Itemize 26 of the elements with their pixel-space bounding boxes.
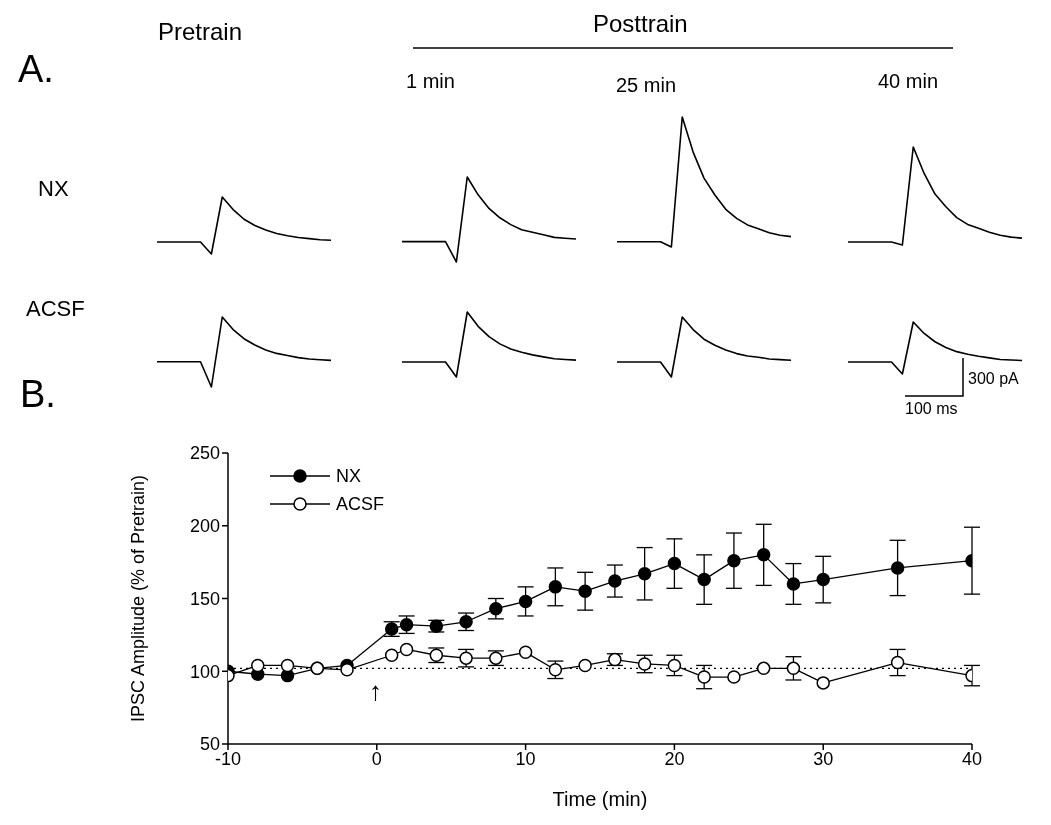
x-tick-label: 10 bbox=[515, 748, 536, 769]
text: B. bbox=[20, 373, 56, 416]
legend-label: ACSF bbox=[336, 493, 385, 515]
y-tick-label: 250 bbox=[189, 443, 220, 464]
x-tick-label: 20 bbox=[664, 748, 685, 769]
text: 1 min bbox=[406, 70, 455, 93]
text: NX bbox=[38, 176, 69, 202]
y-axis-title: IPSC Amplitude (% of Pretrain) bbox=[128, 474, 149, 723]
x-axis-title: Time (min) bbox=[552, 788, 648, 810]
text: 100 ms bbox=[905, 400, 958, 418]
y-tick-label: 150 bbox=[189, 588, 220, 609]
text: A. bbox=[18, 48, 54, 91]
y-tick-label: 100 bbox=[189, 661, 220, 682]
text: 40 min bbox=[878, 70, 939, 93]
x-tick-label: 0 bbox=[371, 748, 382, 769]
text: ACSF bbox=[26, 296, 85, 322]
annotation: ↑ bbox=[369, 676, 382, 707]
legend-label: NX bbox=[336, 465, 362, 487]
text: 25 min bbox=[616, 74, 677, 97]
text: Pretrain bbox=[158, 18, 243, 46]
text: Posttrain bbox=[593, 10, 688, 38]
y-tick-label: 200 bbox=[189, 516, 220, 537]
y-tick-label: 50 bbox=[199, 734, 220, 755]
x-tick-label: 40 bbox=[961, 748, 983, 769]
annotation: 300 pA bbox=[968, 370, 1019, 388]
x-tick-label: 30 bbox=[813, 748, 834, 769]
